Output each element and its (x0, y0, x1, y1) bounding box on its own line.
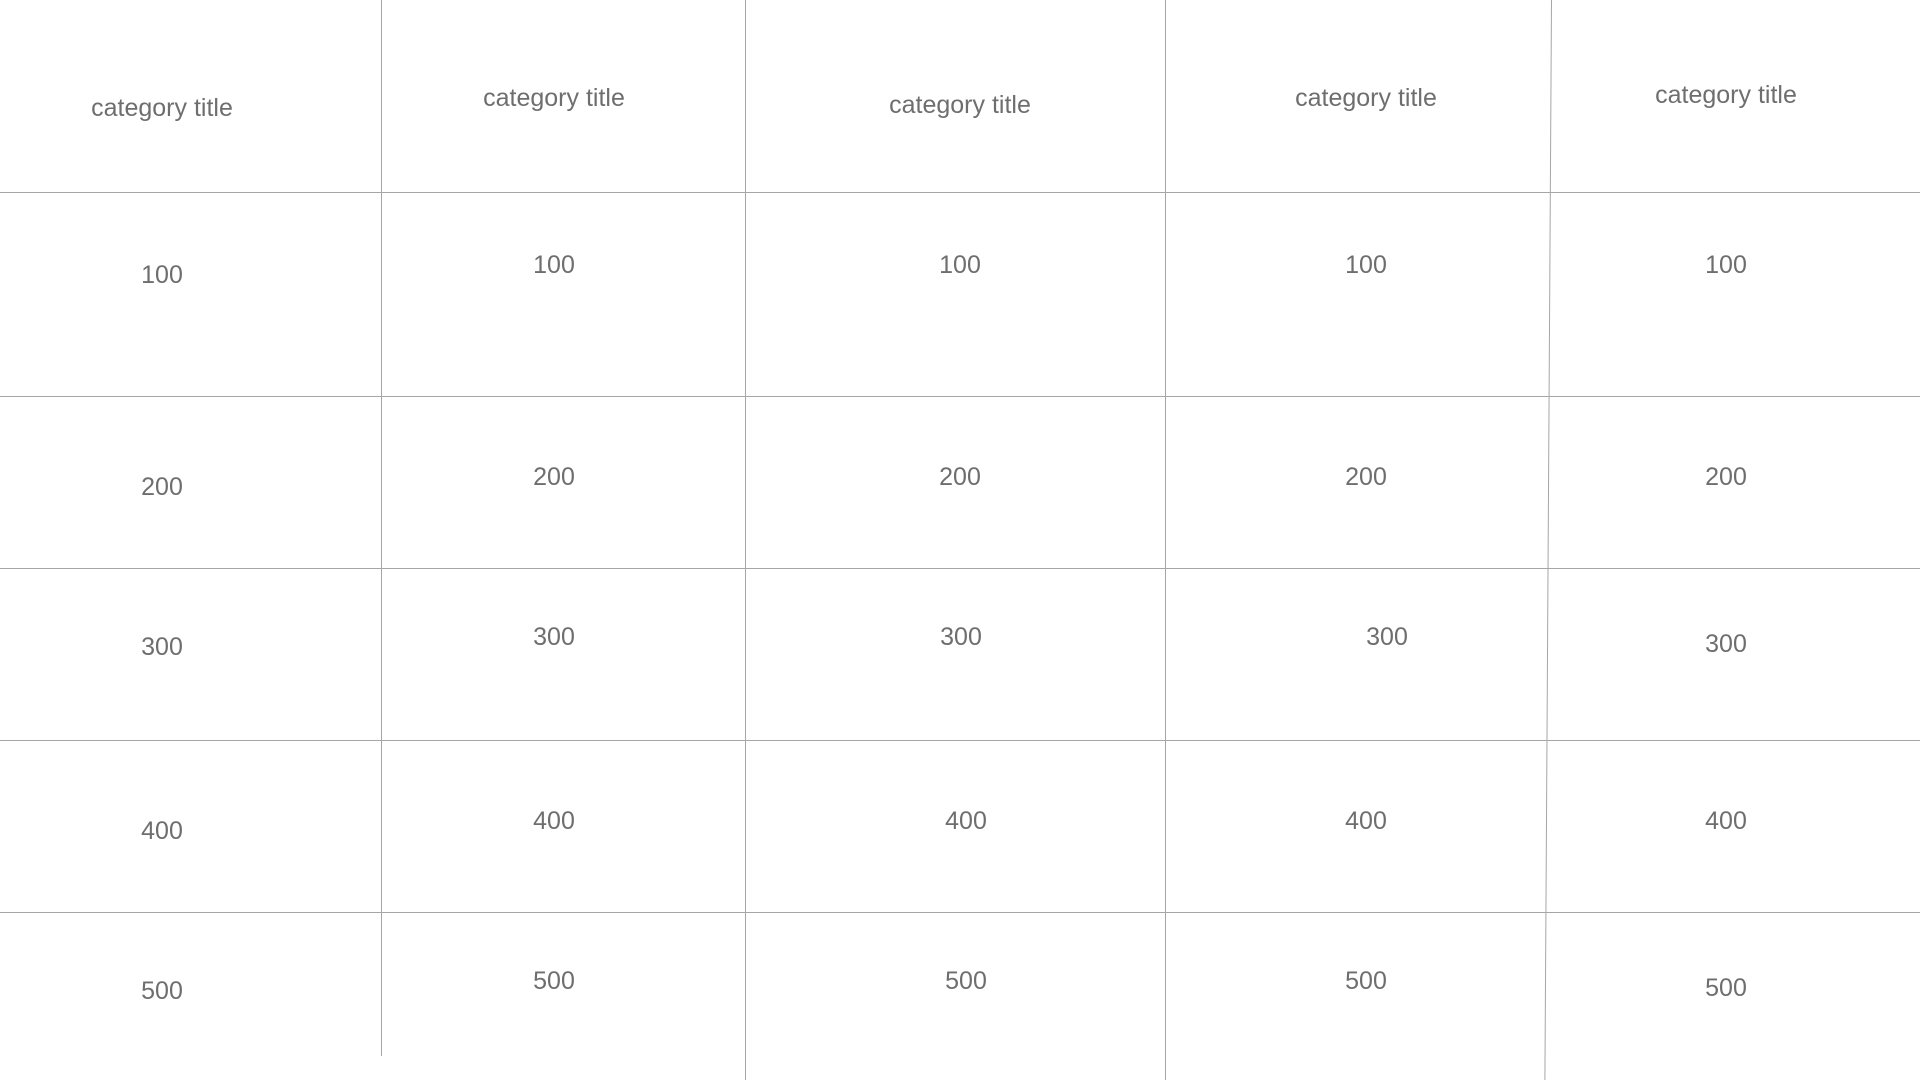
category-title-1: category title (91, 94, 233, 122)
row-divider (0, 192, 1920, 193)
clue-cell-c4-500[interactable]: 500 (1345, 967, 1387, 995)
clue-cell-c3-300[interactable]: 300 (940, 623, 982, 651)
clue-cell-c1-500[interactable]: 500 (141, 977, 183, 1005)
clue-cell-c2-200[interactable]: 200 (533, 463, 575, 491)
clue-cell-c2-300[interactable]: 300 (533, 623, 575, 651)
category-title-5: category title (1655, 81, 1797, 109)
column-divider (1544, 0, 1552, 1080)
clue-cell-c2-100[interactable]: 100 (533, 251, 575, 279)
clue-cell-c1-200[interactable]: 200 (141, 473, 183, 501)
category-title-3: category title (889, 91, 1031, 119)
category-title-2: category title (483, 84, 625, 112)
clue-cell-c3-500[interactable]: 500 (945, 967, 987, 995)
clue-cell-c5-200[interactable]: 200 (1705, 463, 1747, 491)
category-title-4: category title (1295, 84, 1437, 112)
clue-cell-c5-100[interactable]: 100 (1705, 251, 1747, 279)
clue-cell-c2-500[interactable]: 500 (533, 967, 575, 995)
column-divider (745, 0, 746, 1080)
clue-cell-c4-100[interactable]: 100 (1345, 251, 1387, 279)
clue-cell-c3-400[interactable]: 400 (945, 807, 987, 835)
clue-cell-c5-400[interactable]: 400 (1705, 807, 1747, 835)
clue-cell-c4-300[interactable]: 300 (1366, 623, 1408, 651)
row-divider (0, 396, 1920, 397)
clue-cell-c4-400[interactable]: 400 (1345, 807, 1387, 835)
clue-cell-c4-200[interactable]: 200 (1345, 463, 1387, 491)
row-divider (0, 912, 1920, 913)
column-divider (1165, 0, 1166, 1080)
clue-cell-c3-200[interactable]: 200 (939, 463, 981, 491)
row-divider (0, 740, 1920, 741)
clue-cell-c1-300[interactable]: 300 (141, 633, 183, 661)
clue-cell-c1-100[interactable]: 100 (141, 261, 183, 289)
row-divider (0, 568, 1920, 569)
clue-cell-c5-300[interactable]: 300 (1705, 630, 1747, 658)
column-divider (381, 0, 382, 1056)
clue-cell-c5-500[interactable]: 500 (1705, 974, 1747, 1002)
clue-cell-c3-100[interactable]: 100 (939, 251, 981, 279)
clue-cell-c2-400[interactable]: 400 (533, 807, 575, 835)
clue-cell-c1-400[interactable]: 400 (141, 817, 183, 845)
